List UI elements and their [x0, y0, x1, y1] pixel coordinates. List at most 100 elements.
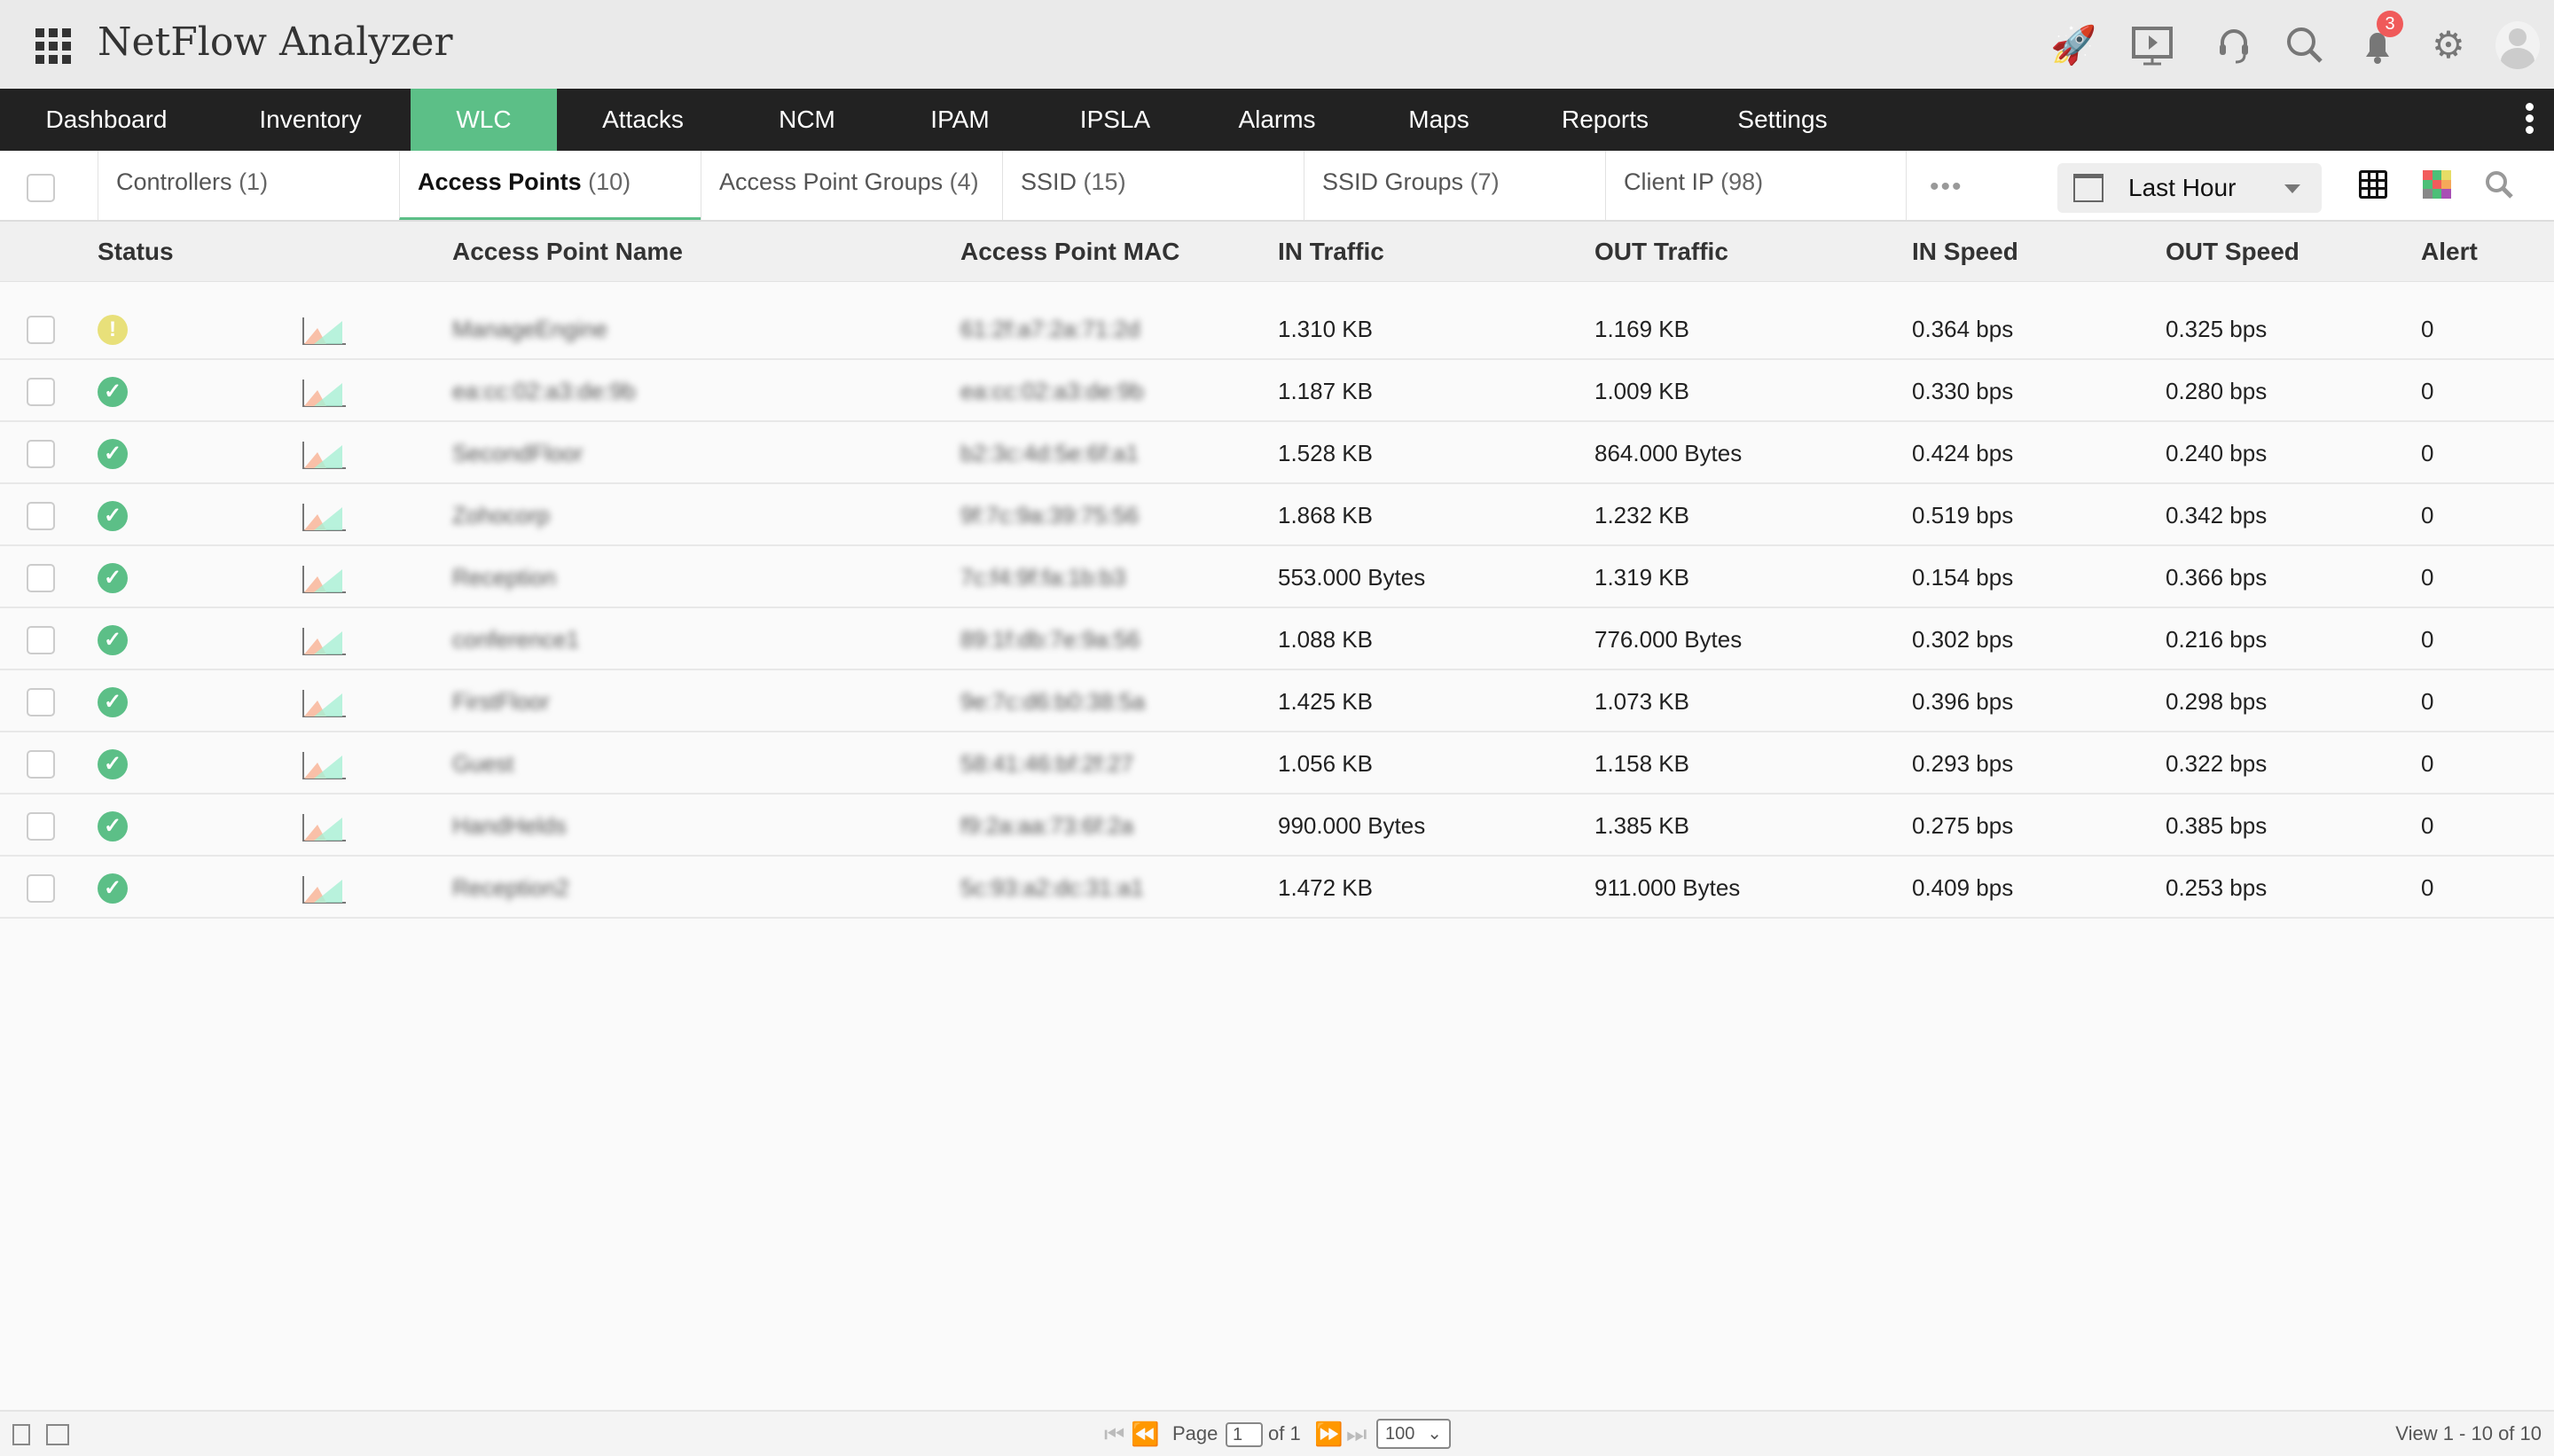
presentation-icon[interactable]: [2130, 23, 2174, 67]
ap-name[interactable]: ea:cc:02:a3:de:9b: [452, 378, 636, 404]
rocket-icon[interactable]: 🚀: [2050, 24, 2097, 66]
row-checkbox[interactable]: [27, 502, 55, 530]
ap-name[interactable]: conference1: [452, 626, 580, 653]
last-page-icon[interactable]: ⏭: [1346, 1421, 1367, 1447]
tab-client-ip[interactable]: Client IP (98): [1605, 151, 1907, 220]
table-row[interactable]: ✓ Zohocorp 9f:7c:9a:39:75:56 1.868 KB 1.…: [0, 484, 2554, 546]
tab-controllers[interactable]: Controllers (1): [98, 151, 399, 220]
ap-name[interactable]: Guest: [452, 750, 514, 777]
status-ok-icon: ✓: [98, 501, 128, 531]
first-page-icon[interactable]: ⏮: [1104, 1421, 1125, 1447]
table-row[interactable]: ✓ ea:cc:02:a3:de:9b ea:cc:02:a3:de:9b 1.…: [0, 360, 2554, 422]
next-page-icon[interactable]: ⏩: [1314, 1421, 1344, 1447]
more-tabs-button[interactable]: •••: [1930, 172, 1963, 201]
status-ok-icon: ✓: [98, 687, 128, 717]
nav-dashboard[interactable]: Dashboard: [45, 106, 168, 133]
ap-name[interactable]: FirstFloor: [452, 688, 550, 715]
row-checkbox[interactable]: [27, 750, 55, 779]
apps-grid-icon[interactable]: [35, 28, 71, 64]
more-menu-icon[interactable]: [2526, 103, 2534, 137]
nav-ncm[interactable]: NCM: [779, 106, 835, 133]
table-row[interactable]: ! ManageEngine 61:2f:a7:2a:71:2d 1.310 K…: [0, 298, 2554, 360]
row-checkbox[interactable]: [27, 874, 55, 903]
nav-settings[interactable]: Settings: [1737, 106, 1828, 133]
tab-label: Controllers: [116, 168, 232, 195]
ap-name[interactable]: Reception: [452, 564, 557, 591]
traffic-graph-icon[interactable]: [302, 752, 346, 780]
col-out-speed[interactable]: OUT Speed: [2166, 238, 2299, 265]
traffic-graph-icon[interactable]: [302, 876, 346, 904]
nav-reports[interactable]: Reports: [1561, 106, 1649, 133]
export-csv-icon[interactable]: [12, 1424, 30, 1445]
tab-access-points[interactable]: Access Points (10): [399, 151, 701, 220]
table-row[interactable]: ✓ Guest 58:41:46:bf:2f:27 1.056 KB 1.158…: [0, 732, 2554, 795]
ap-name[interactable]: Zohocorp: [452, 502, 550, 528]
traffic-graph-icon[interactable]: [302, 380, 346, 408]
traffic-graph-icon[interactable]: [302, 690, 346, 718]
out-speed: 0.325 bps: [2166, 316, 2268, 342]
row-checkbox[interactable]: [27, 378, 55, 406]
col-status[interactable]: Status: [98, 238, 174, 265]
user-avatar-icon[interactable]: [2495, 21, 2540, 69]
tab-count: (15): [1083, 168, 1126, 195]
col-in-traffic[interactable]: IN Traffic: [1278, 238, 1384, 265]
out-speed: 0.240 bps: [2166, 440, 2268, 466]
row-checkbox[interactable]: [27, 440, 55, 468]
prev-page-icon[interactable]: ⏪: [1131, 1421, 1160, 1447]
ap-name[interactable]: SecondFloor: [452, 440, 584, 466]
table-row[interactable]: ✓ FirstFloor 9e:7c:d6:b0:38:5a 1.425 KB …: [0, 670, 2554, 732]
traffic-graph-icon[interactable]: [302, 566, 346, 594]
col-name[interactable]: Access Point Name: [452, 238, 683, 265]
nav-alarms[interactable]: Alarms: [1238, 106, 1316, 133]
traffic-graph-icon[interactable]: [302, 442, 346, 470]
traffic-graph-icon[interactable]: [302, 814, 346, 842]
nav-ipsla[interactable]: IPSLA: [1079, 106, 1151, 133]
traffic-graph-icon[interactable]: [302, 317, 346, 346]
table-row[interactable]: ✓ Reception2 5c:93:a2:dc:31:a1 1.472 KB …: [0, 857, 2554, 919]
page-input[interactable]: 1: [1226, 1422, 1263, 1447]
table-search-icon[interactable]: [2483, 168, 2515, 208]
select-all-checkbox[interactable]: [27, 174, 55, 202]
row-checkbox[interactable]: [27, 812, 55, 841]
nav-attacks[interactable]: Attacks: [602, 106, 684, 133]
ap-name[interactable]: ManageEngine: [452, 316, 607, 342]
sub-tabs: Controllers (1) Access Points (10) Acces…: [0, 151, 2554, 222]
row-checkbox[interactable]: [27, 626, 55, 654]
table-view-icon[interactable]: [2359, 170, 2387, 199]
col-alert[interactable]: Alert: [2421, 238, 2478, 265]
col-in-speed[interactable]: IN Speed: [1912, 238, 2018, 265]
tab-access-point-groups[interactable]: Access Point Groups (4): [701, 151, 1002, 220]
alert-count: 0: [2421, 502, 2434, 528]
table-row[interactable]: ✓ Reception 7c:f4:9f:fa:1b:b3 553.000 By…: [0, 546, 2554, 608]
row-checkbox[interactable]: [27, 316, 55, 344]
in-traffic: 1.187 KB: [1278, 378, 1373, 404]
traffic-graph-icon[interactable]: [302, 504, 346, 532]
in-traffic: 990.000 Bytes: [1278, 812, 1426, 839]
bell-icon[interactable]: [2355, 23, 2400, 67]
nav-wlc[interactable]: WLC: [411, 89, 557, 151]
ap-name[interactable]: HandHelds: [452, 812, 567, 839]
headset-icon[interactable]: [2212, 23, 2256, 67]
gear-icon[interactable]: ⚙: [2432, 24, 2465, 66]
search-icon[interactable]: [2283, 23, 2327, 67]
alert-count: 0: [2421, 564, 2434, 591]
time-period-dropdown[interactable]: Last Hour: [2057, 163, 2322, 213]
table-row[interactable]: ✓ HandHelds f9:2a:aa:73:6f:2a 990.000 By…: [0, 795, 2554, 857]
nav-maps[interactable]: Maps: [1408, 106, 1469, 133]
tab-ssid[interactable]: SSID (15): [1002, 151, 1304, 220]
traffic-graph-icon[interactable]: [302, 628, 346, 656]
ap-name[interactable]: Reception2: [452, 874, 569, 901]
row-checkbox[interactable]: [27, 564, 55, 592]
chevron-down-icon: ⌄: [1427, 1424, 1442, 1444]
tab-ssid-groups[interactable]: SSID Groups (7): [1304, 151, 1605, 220]
row-checkbox[interactable]: [27, 688, 55, 716]
col-out-traffic[interactable]: OUT Traffic: [1594, 238, 1728, 265]
col-mac[interactable]: Access Point MAC: [960, 238, 1180, 265]
export-excel-icon[interactable]: [46, 1424, 69, 1445]
table-row[interactable]: ✓ conference1 89:1f:db:7e:9a:56 1.088 KB…: [0, 608, 2554, 670]
heatmap-view-icon[interactable]: [2423, 170, 2451, 199]
table-row[interactable]: ✓ SecondFloor b2:3c:4d:5e:6f:a1 1.528 KB…: [0, 422, 2554, 484]
nav-inventory[interactable]: Inventory: [259, 106, 362, 133]
page-size-select[interactable]: 100 ⌄: [1376, 1419, 1451, 1449]
nav-ipam[interactable]: IPAM: [930, 106, 990, 133]
